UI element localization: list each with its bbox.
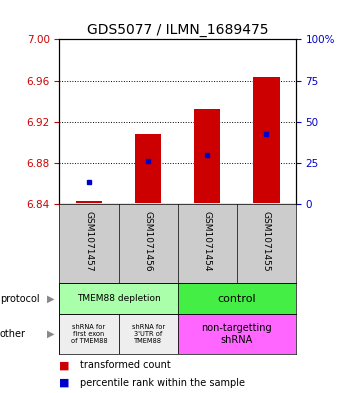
Text: ■: ■ [59,378,73,388]
Text: shRNA for
3'UTR of
TMEM88: shRNA for 3'UTR of TMEM88 [132,324,165,344]
Text: shRNA for
first exon
of TMEM88: shRNA for first exon of TMEM88 [71,324,107,344]
Text: GSM1071455: GSM1071455 [262,211,271,271]
Bar [177,314,296,354]
Bar [59,314,119,354]
Text: GSM1071457: GSM1071457 [85,211,94,271]
Text: ▶: ▶ [47,294,54,304]
Text: ■: ■ [59,360,73,371]
Text: TMEM88 depletion: TMEM88 depletion [77,294,160,303]
Bar [135,134,162,203]
Text: non-targetting
shRNA: non-targetting shRNA [201,323,272,345]
Text: percentile rank within the sample: percentile rank within the sample [80,378,245,388]
Bar [76,201,102,203]
Text: transformed count: transformed count [80,360,171,371]
Text: ▶: ▶ [47,329,54,339]
Text: control: control [217,294,256,304]
Bar [253,77,279,203]
Bar [119,314,177,354]
Text: GSM1071456: GSM1071456 [143,211,153,271]
Text: GSM1071454: GSM1071454 [203,211,212,271]
Text: protocol: protocol [0,294,40,304]
Text: other: other [0,329,26,339]
Bar [59,283,177,314]
Title: GDS5077 / ILMN_1689475: GDS5077 / ILMN_1689475 [87,23,268,37]
Bar [177,283,296,314]
Bar [194,109,220,203]
